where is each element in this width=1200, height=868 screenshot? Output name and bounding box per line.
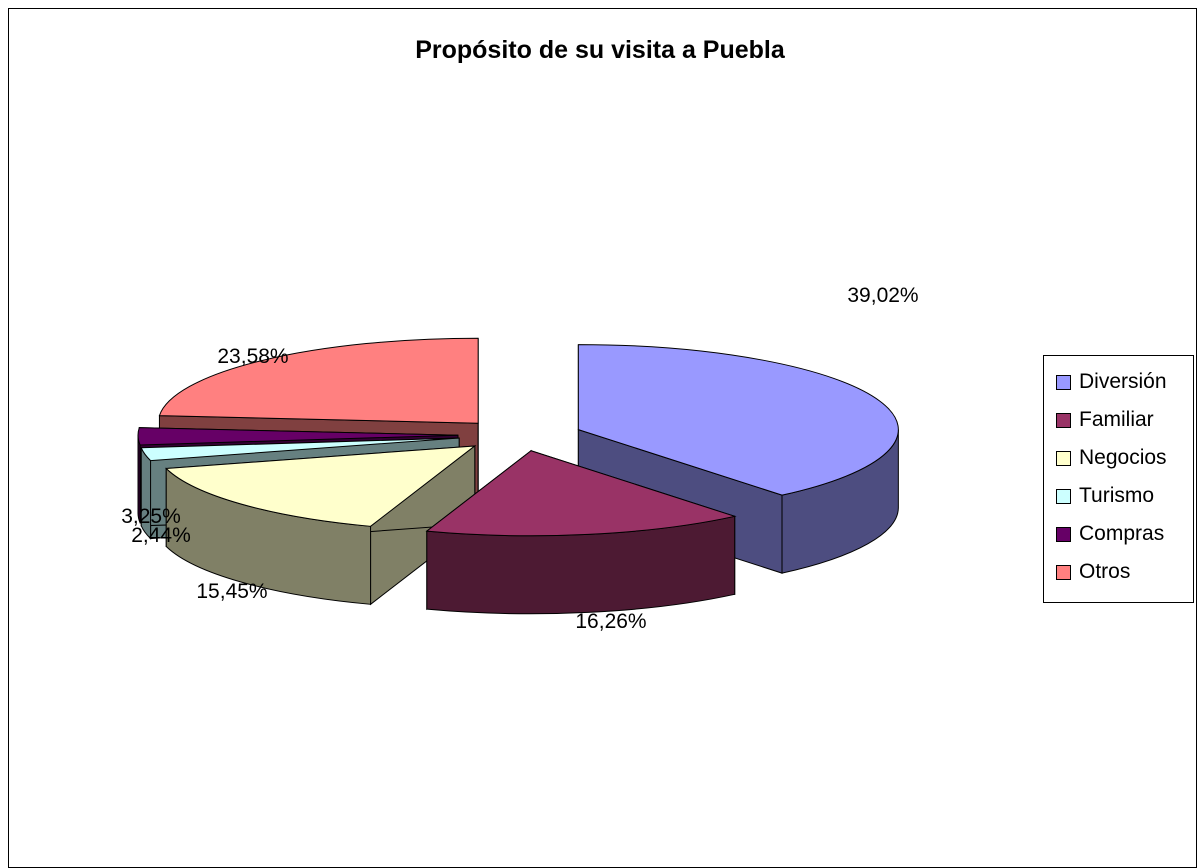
slice-top — [165, 445, 477, 527]
data-label-familiar: 16,26% — [575, 610, 646, 633]
legend-label: Compras — [1079, 522, 1165, 545]
legend-label: Otros — [1079, 560, 1131, 583]
data-label-otros: 23,58% — [217, 345, 288, 368]
legend-item-turismo: Turismo — [1056, 482, 1154, 510]
slice-top — [577, 344, 899, 496]
legend-swatch — [1056, 412, 1071, 428]
slice-top — [425, 450, 737, 537]
slice-top — [137, 427, 459, 446]
legend-label: Diversión — [1079, 370, 1167, 393]
legend: Diversión Familiar Negocios Turismo Compras O… — [1043, 355, 1194, 603]
legend-item-familiar: Familiar — [1056, 406, 1154, 434]
legend-swatch — [1056, 526, 1071, 542]
data-label-compras: 3,25% — [121, 505, 181, 528]
legend-item-compras: Compras — [1056, 520, 1164, 548]
legend-swatch — [1056, 564, 1071, 580]
chart-title: Propósito de su visita a Puebla — [415, 36, 785, 64]
data-label-diversion: 39,02% — [847, 284, 918, 307]
legend-swatch — [1056, 450, 1071, 466]
slice-top — [158, 337, 479, 424]
legend-swatch — [1056, 488, 1071, 504]
data-label-turismo: 2,44% — [131, 524, 191, 547]
legend-item-diversion: Diversión — [1056, 368, 1167, 396]
legend-swatch — [1056, 374, 1071, 390]
legend-item-negocios: Negocios — [1056, 444, 1167, 472]
legend-label: Negocios — [1079, 446, 1167, 469]
slice-familiar — [425, 449, 737, 615]
slice-negocios — [165, 444, 477, 606]
data-label-negocios: 15,45% — [196, 580, 267, 603]
legend-item-otros: Otros — [1056, 558, 1130, 586]
legend-label: Familiar — [1079, 408, 1154, 431]
slice-top — [140, 437, 460, 462]
legend-label: Turismo — [1079, 484, 1155, 507]
